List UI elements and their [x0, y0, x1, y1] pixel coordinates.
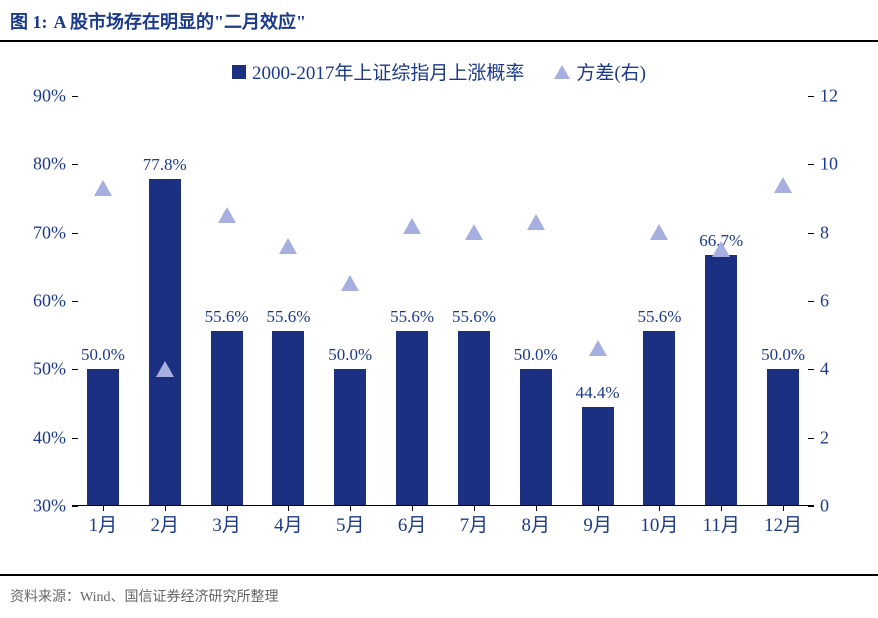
variance-marker [403, 218, 421, 234]
legend-label-bars: 2000-2017年上证综指月上涨概率 [252, 58, 524, 85]
bar-value-label: 55.6% [637, 307, 681, 327]
bar [643, 331, 675, 506]
figure-number: 图 1: [10, 8, 48, 34]
bar-value-label: 50.0% [81, 345, 125, 365]
legend-marker-triangle [554, 65, 570, 79]
x-axis-label: 10月 [640, 510, 678, 537]
bars-container: 50.0% 77.8% 55.6% 55.6% 50.0% 55.6% 55.6% 50.0%… [72, 96, 814, 505]
y-right-tick-label: 2 [820, 427, 829, 448]
bar-value-label: 55.6% [266, 307, 310, 327]
variance-marker [218, 207, 236, 223]
variance-marker [774, 177, 792, 193]
y-left-tick-label: 60% [33, 291, 66, 312]
variance-marker [527, 214, 545, 230]
x-axis-label: 2月 [150, 510, 179, 537]
bar-value-label: 50.0% [328, 345, 372, 365]
bar-value-label: 55.6% [452, 307, 496, 327]
bar [458, 331, 490, 506]
bar [767, 369, 799, 505]
legend-item-bars: 2000-2017年上证综指月上涨概率 [232, 58, 524, 85]
bar [272, 331, 304, 506]
x-axis-label: 1月 [89, 510, 118, 537]
y-left-tick-label: 70% [33, 222, 66, 243]
x-axis-label: 8月 [521, 510, 550, 537]
figure-title: A 股市场存在明显的"二月效应" [54, 8, 307, 34]
y-left-tick-label: 90% [33, 86, 66, 107]
y-right-tick-label: 12 [820, 86, 838, 107]
y-right-tick-label: 4 [820, 359, 829, 380]
variance-marker [341, 275, 359, 291]
x-axis-label: 5月 [336, 510, 365, 537]
bar [87, 369, 119, 505]
figure-header: 图 1: A 股市场存在明显的"二月效应" [0, 0, 878, 42]
variance-marker [650, 224, 668, 240]
variance-marker [589, 340, 607, 356]
x-axis-label: 4月 [274, 510, 303, 537]
y-right-tick-label: 10 [820, 154, 838, 175]
legend-swatch-bar [232, 65, 246, 79]
bar [396, 331, 428, 506]
bar-value-label: 77.8% [143, 155, 187, 175]
chart-area: 2000-2017年上证综指月上涨概率 方差(右) 30% 40% 50% 60% 70… [10, 42, 868, 552]
legend-label-variance: 方差(右) [576, 58, 646, 85]
y-right-tick-label: 8 [820, 222, 829, 243]
y-left-tick-label: 30% [33, 496, 66, 517]
bar [705, 255, 737, 505]
variance-marker [712, 241, 730, 257]
y-left-tick-label: 80% [33, 154, 66, 175]
variance-marker [465, 224, 483, 240]
y-left-tick-label: 40% [33, 427, 66, 448]
y-axis-right: 024681012 [814, 96, 868, 506]
source-text: 资料来源：Wind、国信证券经济研究所整理 [10, 590, 279, 605]
bar-value-label: 50.0% [761, 345, 805, 365]
x-axis-label: 3月 [212, 510, 241, 537]
plot-area: 50.0% 77.8% 55.6% 55.6% 50.0% 55.6% 55.6% 50.0%… [72, 96, 814, 506]
y-axis-left: 30%40%50%60%70%80%90% [10, 96, 72, 506]
bar [149, 179, 181, 505]
bar-value-label: 55.6% [390, 307, 434, 327]
bar-value-label: 55.6% [205, 307, 249, 327]
bar [582, 407, 614, 505]
legend-item-variance: 方差(右) [554, 58, 646, 85]
variance-marker [156, 361, 174, 377]
bar-value-label: 44.4% [576, 383, 620, 403]
variance-marker [279, 238, 297, 254]
bar [211, 331, 243, 506]
x-axis-label: 11月 [703, 510, 740, 537]
bar-value-label: 50.0% [514, 345, 558, 365]
legend: 2000-2017年上证综指月上涨概率 方差(右) [232, 58, 646, 85]
y-right-tick-label: 6 [820, 291, 829, 312]
variance-marker [94, 180, 112, 196]
bar [334, 369, 366, 505]
y-left-tick-label: 50% [33, 359, 66, 380]
x-axis-label: 6月 [398, 510, 427, 537]
x-axis-label: 9月 [583, 510, 612, 537]
bar [520, 369, 552, 505]
x-axis-label: 12月 [764, 510, 802, 537]
x-axis-label: 7月 [460, 510, 489, 537]
y-right-tick-label: 0 [820, 496, 829, 517]
source-footer: 资料来源：Wind、国信证券经济研究所整理 [0, 574, 878, 618]
